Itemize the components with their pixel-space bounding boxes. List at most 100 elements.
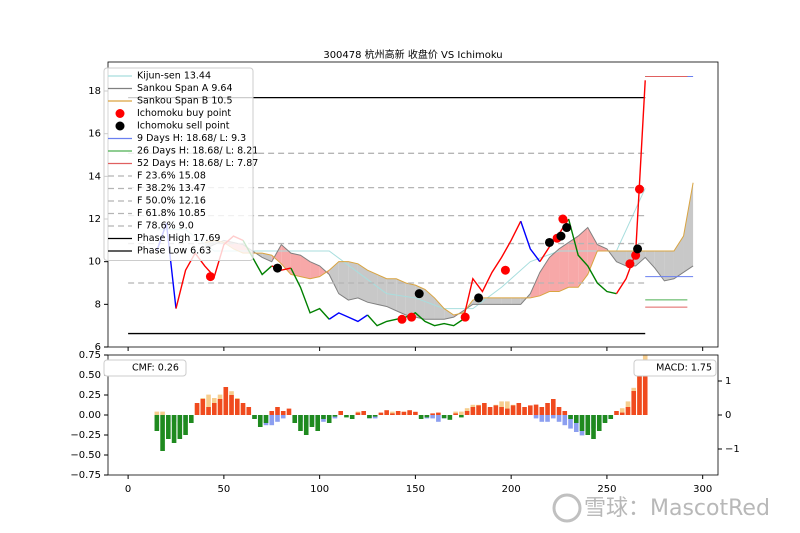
bar	[183, 415, 188, 435]
cloud-fill	[310, 261, 320, 279]
y-tick-label: 18	[88, 86, 101, 97]
bar	[568, 415, 573, 429]
cloud-fill	[396, 278, 406, 316]
bar	[280, 411, 286, 415]
bar	[309, 415, 315, 427]
signal-point	[205, 272, 215, 282]
bar	[395, 411, 401, 415]
bar	[562, 411, 568, 415]
legend-box	[103, 67, 254, 261]
bar	[533, 415, 539, 419]
bar	[355, 412, 361, 415]
legend-label: Kijun-sen 13.44	[137, 71, 211, 82]
bar	[252, 415, 257, 419]
bar	[579, 415, 585, 431]
x-tick-label: 0	[125, 484, 131, 495]
cloud-fill	[348, 261, 358, 301]
cloud-fill	[539, 257, 550, 296]
bar	[286, 408, 292, 415]
bar	[436, 415, 441, 422]
signal-point	[558, 214, 568, 224]
bar	[240, 403, 246, 415]
bar	[459, 415, 464, 418]
bar	[177, 415, 183, 439]
watermark: 雪球：MascotRed	[584, 496, 770, 521]
bar	[407, 410, 412, 415]
legend-label: F 78.6% 9.0	[137, 221, 194, 232]
y-tick-label: 0.00	[79, 410, 101, 421]
cloud-fill	[281, 244, 291, 275]
y-tick-label: 0.75	[79, 350, 101, 361]
bar	[505, 401, 510, 415]
signal-point	[544, 237, 554, 247]
bar	[269, 411, 275, 415]
legend-label: Sankou Span A 9.64	[137, 83, 232, 94]
bar	[315, 415, 321, 431]
bar	[257, 415, 263, 427]
signal-point	[272, 263, 282, 273]
price-line	[520, 220, 541, 263]
bar	[234, 399, 240, 415]
bar	[338, 411, 343, 415]
bar	[269, 415, 275, 426]
bar	[539, 407, 545, 415]
bar	[453, 411, 458, 415]
bar	[390, 411, 395, 415]
bar	[631, 391, 637, 415]
bar	[154, 411, 160, 415]
bar	[499, 407, 504, 415]
cloud-fill	[424, 289, 435, 320]
bar	[367, 415, 372, 419]
price-line	[290, 267, 330, 320]
bar	[550, 399, 556, 415]
legend-marker	[115, 121, 125, 131]
bar	[223, 387, 229, 415]
legend-box	[633, 359, 717, 377]
watermark-logo	[552, 493, 582, 523]
bar	[625, 407, 631, 415]
bar	[522, 407, 527, 415]
price-line	[462, 220, 522, 320]
y-tick-label: −0.50	[70, 450, 101, 461]
y-tick-label: −0.25	[70, 430, 101, 441]
signal-point	[562, 223, 572, 233]
legend-label: Phase High 17.69	[137, 233, 220, 244]
bar	[326, 415, 332, 423]
bar	[528, 405, 533, 415]
cloud-fill	[654, 251, 665, 281]
cloud-fill	[290, 253, 301, 277]
cloud-fill	[673, 236, 684, 279]
bar	[378, 412, 384, 415]
legend-box	[103, 359, 187, 377]
y-tick-label: 14	[88, 171, 101, 182]
legend-label: 26 Days H: 18.68/ L: 8.21	[137, 146, 258, 157]
y-tick-label: 16	[88, 129, 101, 140]
bar	[229, 395, 234, 415]
bar	[194, 403, 200, 415]
x-tick-label: 300	[693, 484, 712, 495]
cloud-fill	[492, 297, 502, 305]
cloud-fill	[664, 251, 674, 281]
bar	[568, 415, 573, 419]
bar	[510, 405, 516, 415]
cloud-fill	[262, 253, 272, 262]
signal-point	[474, 293, 484, 303]
bar	[476, 405, 481, 415]
bar	[545, 403, 550, 415]
bar	[321, 415, 326, 419]
bar	[482, 403, 487, 415]
cloud-fill	[482, 297, 493, 305]
x-tick-label: 150	[406, 484, 425, 495]
price-line	[328, 312, 368, 323]
cloud-fill	[338, 261, 349, 301]
legend-label: F 50.0% 12.16	[137, 196, 206, 207]
x-tick-label: 100	[310, 484, 329, 495]
bar	[585, 415, 591, 435]
bar	[637, 375, 642, 415]
bar	[154, 415, 160, 431]
bar	[441, 415, 447, 419]
y2-tick-label: 1	[725, 376, 731, 387]
cloud-fill	[511, 297, 521, 305]
bar	[602, 415, 608, 423]
